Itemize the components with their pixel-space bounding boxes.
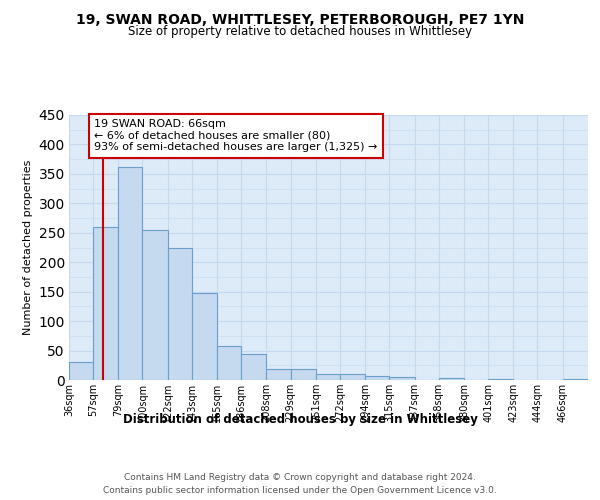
Text: Contains public sector information licensed under the Open Government Licence v3: Contains public sector information licen… xyxy=(103,486,497,495)
Text: Contains HM Land Registry data © Crown copyright and database right 2024.: Contains HM Land Registry data © Crown c… xyxy=(124,472,476,482)
Text: 19, SWAN ROAD, WHITTLESEY, PETERBOROUGH, PE7 1YN: 19, SWAN ROAD, WHITTLESEY, PETERBOROUGH,… xyxy=(76,12,524,26)
Bar xyxy=(118,167,142,380)
Bar xyxy=(340,374,365,380)
Bar xyxy=(168,248,192,380)
Text: Distribution of detached houses by size in Whittlesey: Distribution of detached houses by size … xyxy=(122,412,478,426)
Bar xyxy=(192,293,217,380)
Y-axis label: Number of detached properties: Number of detached properties xyxy=(23,160,33,335)
Bar xyxy=(241,354,266,380)
Bar xyxy=(217,346,241,380)
Bar xyxy=(439,378,464,380)
Bar xyxy=(142,230,168,380)
Bar xyxy=(69,362,93,380)
Bar xyxy=(389,377,415,380)
Bar xyxy=(365,376,389,380)
Bar xyxy=(290,370,316,380)
Bar xyxy=(93,227,118,380)
Text: Size of property relative to detached houses in Whittlesey: Size of property relative to detached ho… xyxy=(128,25,472,38)
Bar xyxy=(316,374,340,380)
Text: 19 SWAN ROAD: 66sqm
← 6% of detached houses are smaller (80)
93% of semi-detache: 19 SWAN ROAD: 66sqm ← 6% of detached hou… xyxy=(94,119,377,152)
Bar xyxy=(266,370,290,380)
